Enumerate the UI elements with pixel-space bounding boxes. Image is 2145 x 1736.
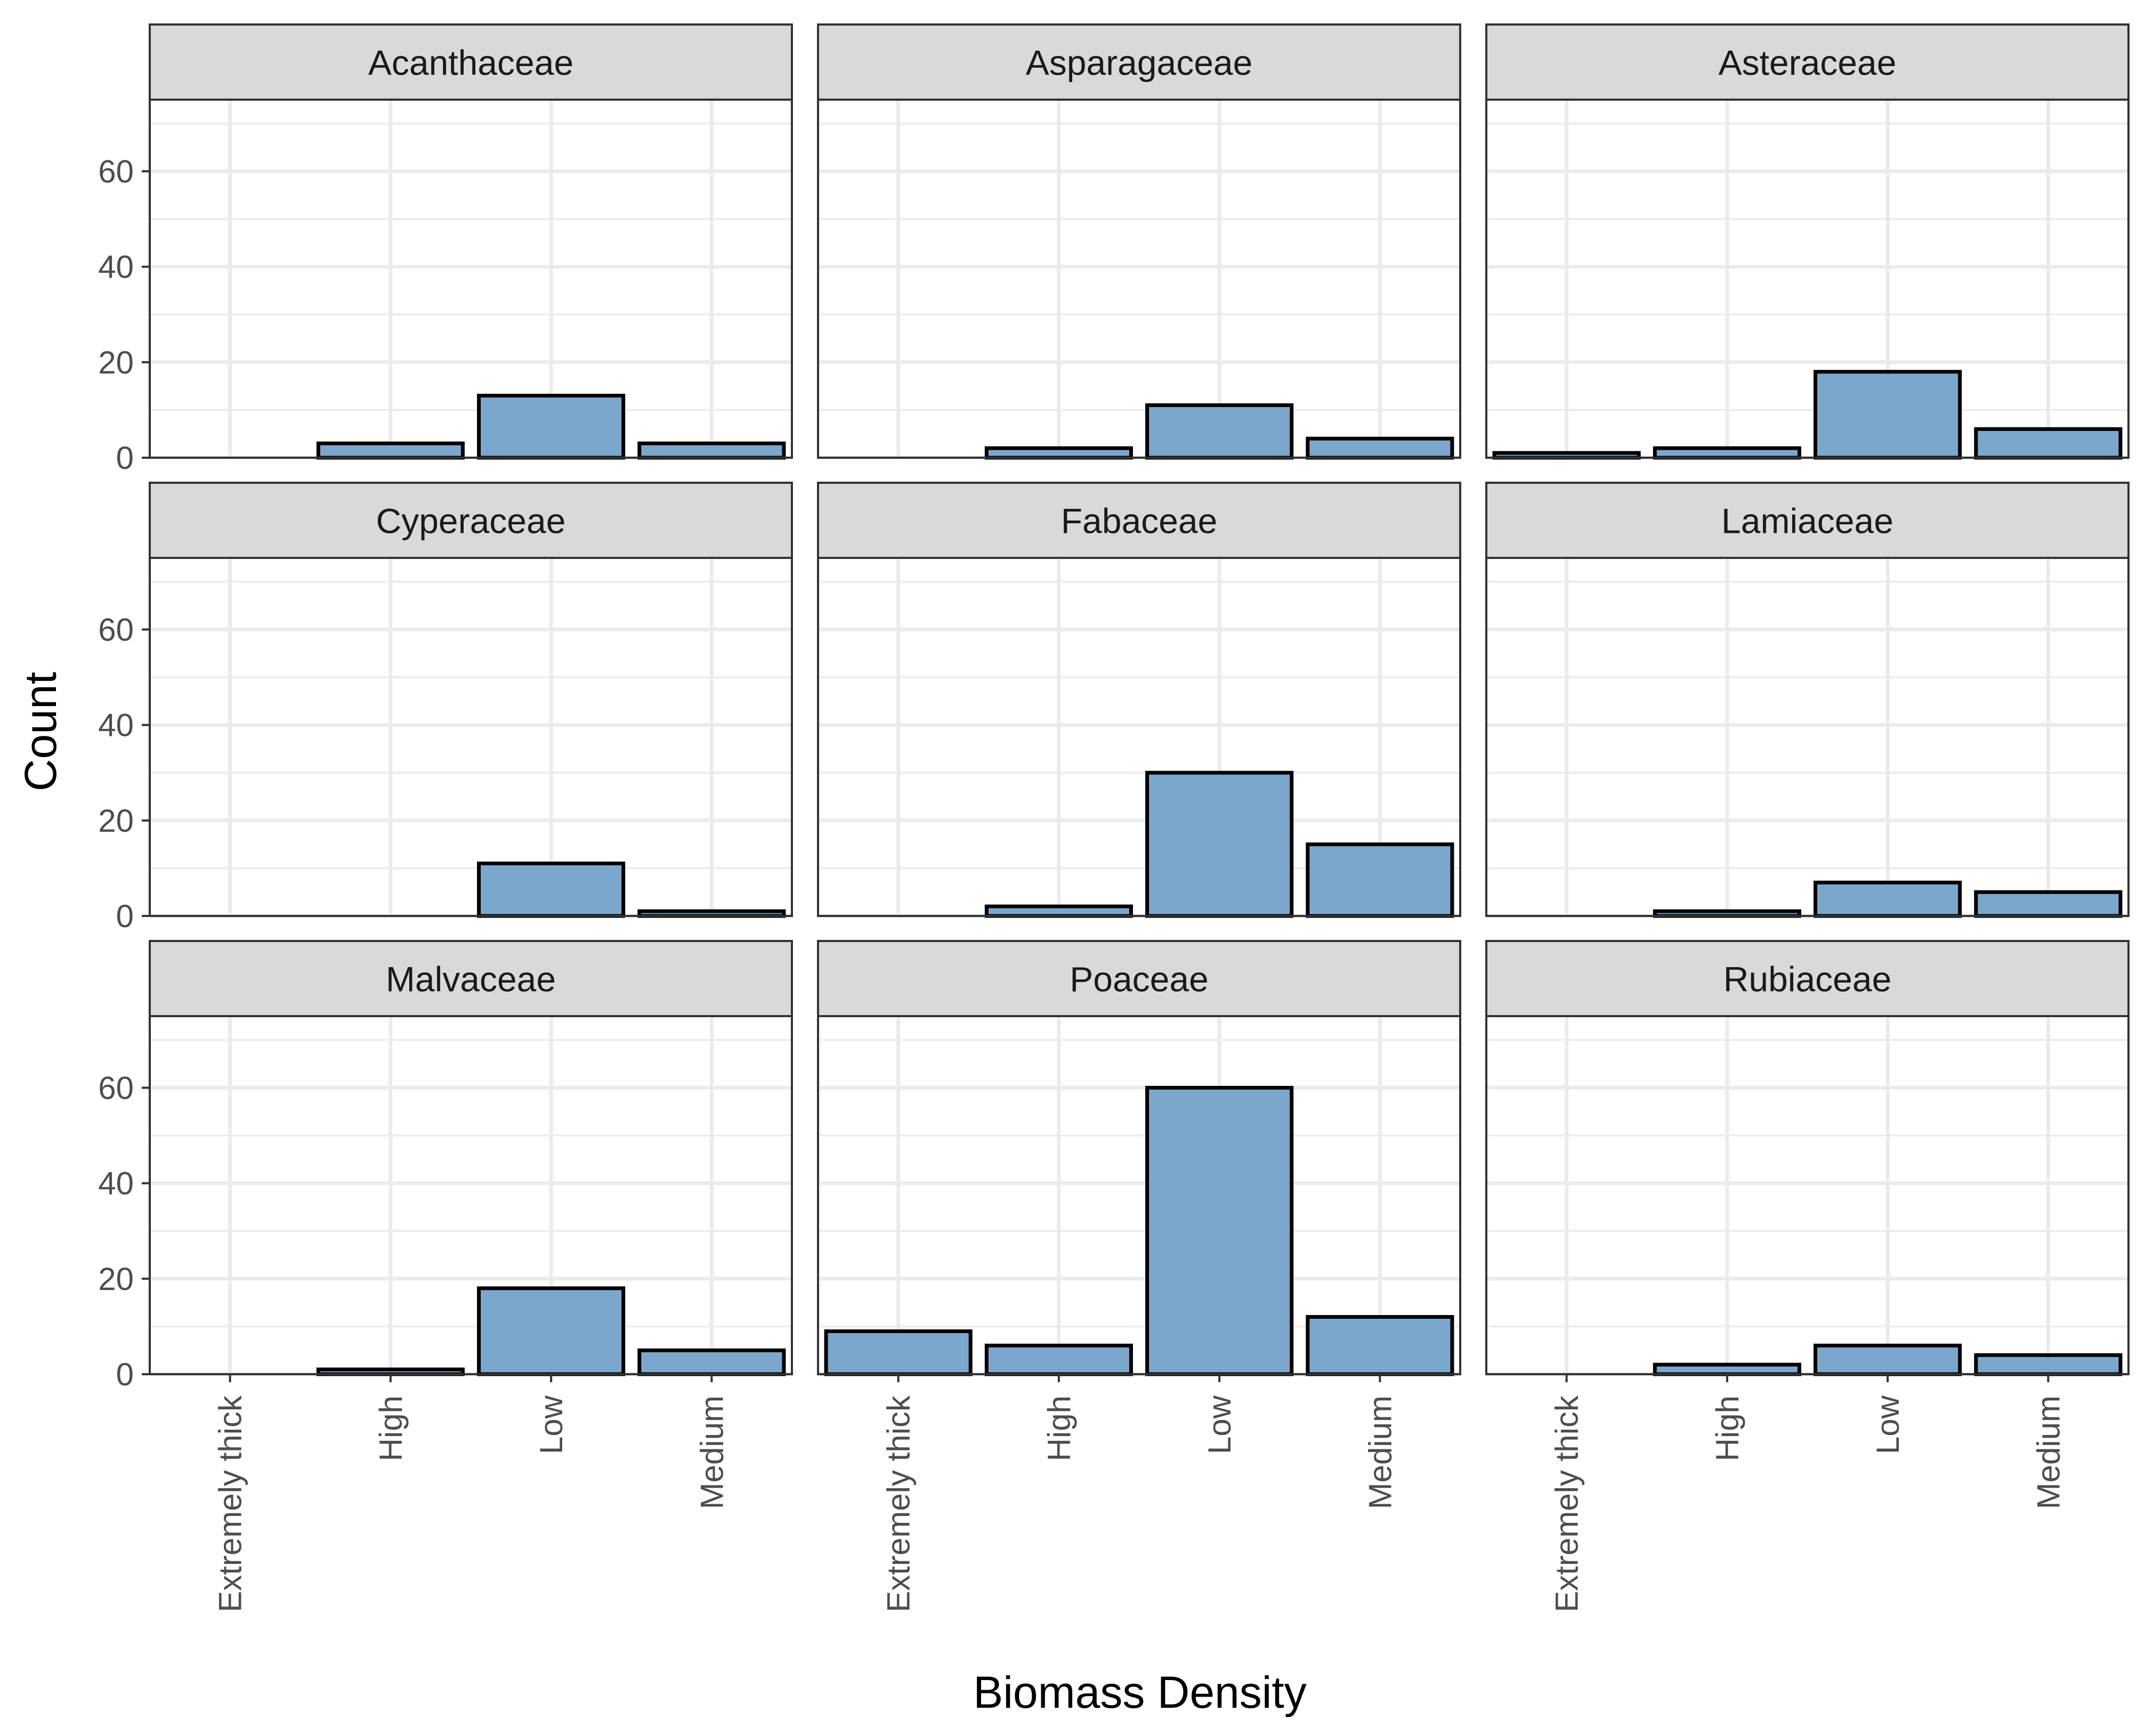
facet-strip <box>817 482 1461 559</box>
facet-malvaceae: Malvaceae 0 20 40 60 Extremely thick High Low Me… <box>98 940 793 1612</box>
bar-high <box>984 904 1133 918</box>
y-tick-label: 40 <box>98 1166 134 1202</box>
y-tick-label: 0 <box>116 1357 134 1392</box>
panel-background <box>1486 100 2128 458</box>
facet-label: Acanthaceae <box>368 43 573 83</box>
x-tick-label: Medium <box>2030 1396 2066 1509</box>
y-tick-label: 40 <box>98 708 134 743</box>
y-tick-label: 20 <box>98 1261 134 1297</box>
x-tick-label: Medium <box>694 1396 730 1509</box>
x-tick-label: Medium <box>1362 1396 1398 1509</box>
bar-low <box>477 1286 626 1376</box>
facet-acanthaceae: Acanthaceae 0 20 40 60 <box>98 23 793 476</box>
x-tick-label: Low <box>1870 1395 1906 1454</box>
facet-strip <box>149 940 793 1017</box>
x-tick-label: Low <box>533 1395 569 1454</box>
facet-strip <box>1485 940 2130 1017</box>
bar-medium <box>1306 1315 1454 1376</box>
panel-background <box>1486 1016 2128 1374</box>
y-axis-title: Count <box>15 672 66 791</box>
bar-high <box>1653 1362 1801 1376</box>
y-tick-label: 40 <box>98 249 134 285</box>
facet-cyperaceae: Cyperaceae 0 20 40 60 <box>98 482 793 934</box>
facet-label: Malvaceae <box>386 960 556 999</box>
x-tick-label: Extremely thick <box>213 1395 248 1612</box>
panel-background <box>1486 558 2128 916</box>
x-tick-label: Low <box>1202 1395 1237 1454</box>
facet-label: Asteraceae <box>1719 43 1897 83</box>
facet-fabaceae: Fabaceae <box>817 482 1461 918</box>
bar-low <box>1145 403 1294 460</box>
bar-medium <box>637 1348 786 1376</box>
facet-panels: Acanthaceae 0 20 40 60 Asparagaceae Asteraceae… <box>98 23 2130 1612</box>
bar-low <box>1814 880 1962 918</box>
bar-low <box>1145 770 1294 918</box>
facet-strip <box>1485 23 2130 101</box>
y-tick-label: 20 <box>98 803 134 839</box>
y-tick-label: 20 <box>98 345 134 380</box>
facet-strip <box>817 23 1461 101</box>
bar-low <box>1814 1343 1962 1376</box>
facet-label: Cyperaceae <box>376 501 566 541</box>
y-tick-label: 60 <box>98 153 134 189</box>
panel-background <box>150 558 792 916</box>
bar-medium <box>1306 436 1454 460</box>
panel-background <box>150 1016 792 1374</box>
bar-high <box>984 1343 1133 1376</box>
facet-poaceae: Poaceae Extremely thick High Low Medium <box>817 940 1461 1612</box>
facet-label: Poaceae <box>1070 960 1209 999</box>
x-axis-title: Biomass Density <box>973 1667 1307 1717</box>
bar-medium <box>1974 1353 2123 1376</box>
facet-strip <box>149 482 793 559</box>
x-tick-label: High <box>373 1396 409 1461</box>
x-tick-label: High <box>1041 1396 1077 1461</box>
bar-low <box>477 394 626 460</box>
facet-asparagaceae: Asparagaceae <box>817 23 1461 460</box>
bar-low <box>1145 1085 1294 1376</box>
panel-background <box>150 100 792 458</box>
panel-background <box>818 1016 1460 1374</box>
bar-medium <box>637 441 786 460</box>
bar-high <box>984 446 1133 460</box>
facet-label: Lamiaceae <box>1721 501 1893 541</box>
facet-label: Asparagaceae <box>1026 43 1253 83</box>
y-tick-label: 0 <box>116 898 134 934</box>
bar-low <box>477 861 626 918</box>
bar-low <box>1814 370 1962 460</box>
facet-strip <box>817 940 1461 1017</box>
panel-background <box>818 100 1460 458</box>
facet-strip <box>149 23 793 101</box>
facet-label: Rubiaceae <box>1723 960 1892 999</box>
facet-rubiaceae: Rubiaceae Extremely thick High Low Medium <box>1485 940 2130 1612</box>
y-tick-label: 0 <box>116 440 134 476</box>
x-tick-label: Extremely thick <box>1549 1395 1585 1612</box>
facet-strip <box>1485 482 2130 559</box>
facet-lamiaceae: Lamiaceae <box>1485 482 2130 918</box>
y-tick-label: 60 <box>98 1070 134 1106</box>
y-tick-label: 60 <box>98 612 134 647</box>
x-tick-label: High <box>1710 1396 1745 1461</box>
bar-medium <box>1974 427 2123 460</box>
facet-label: Fabaceae <box>1061 501 1218 541</box>
bar-medium <box>1974 890 2123 918</box>
bar-high <box>1653 446 1801 460</box>
bar-medium <box>1306 842 1454 918</box>
bar-extremely-thick <box>824 1329 973 1376</box>
bar-high <box>316 441 465 460</box>
facet-asteraceae: Asteraceae <box>1485 23 2130 460</box>
x-tick-label: Extremely thick <box>881 1395 917 1612</box>
